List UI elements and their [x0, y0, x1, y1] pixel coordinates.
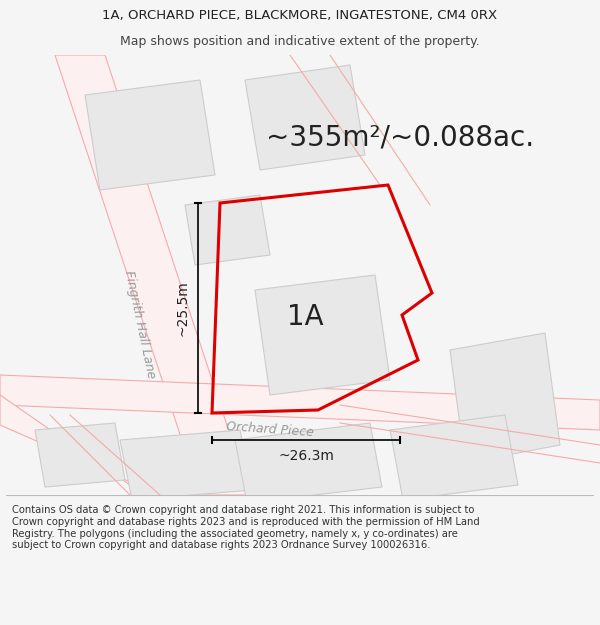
Polygon shape [255, 275, 390, 395]
Text: ~25.5m: ~25.5m [175, 280, 189, 336]
Polygon shape [55, 55, 250, 495]
Polygon shape [235, 423, 382, 503]
Polygon shape [390, 415, 518, 500]
Polygon shape [245, 65, 365, 170]
Text: 1A, ORCHARD PIECE, BLACKMORE, INGATESTONE, CM4 0RX: 1A, ORCHARD PIECE, BLACKMORE, INGATESTON… [103, 9, 497, 22]
Polygon shape [185, 195, 270, 265]
Text: ~355m²/~0.088ac.: ~355m²/~0.088ac. [266, 123, 534, 151]
Text: Contains OS data © Crown copyright and database right 2021. This information is : Contains OS data © Crown copyright and d… [12, 506, 479, 550]
Polygon shape [450, 333, 560, 463]
Polygon shape [85, 80, 215, 190]
Text: Orchard Piece: Orchard Piece [226, 421, 314, 439]
Text: Fingrith Hall Lane: Fingrith Hall Lane [122, 270, 158, 380]
Polygon shape [0, 375, 600, 430]
Polygon shape [0, 395, 160, 495]
Polygon shape [120, 430, 252, 500]
Text: Map shows position and indicative extent of the property.: Map shows position and indicative extent… [120, 35, 480, 48]
Text: 1A: 1A [287, 303, 323, 331]
Polygon shape [35, 423, 125, 487]
Text: ~26.3m: ~26.3m [278, 449, 334, 463]
